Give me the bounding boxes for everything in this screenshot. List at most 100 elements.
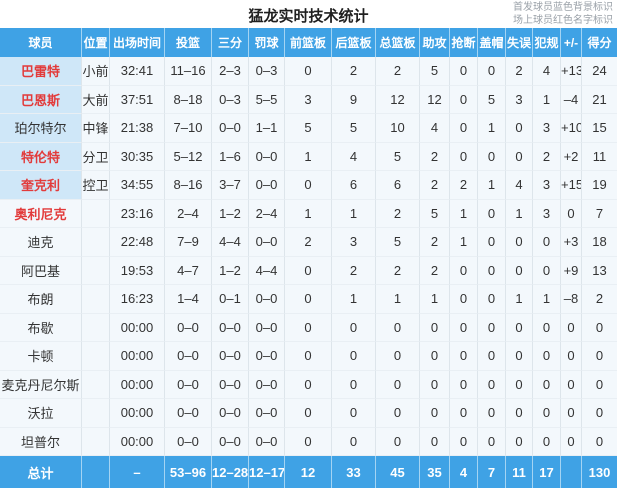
stat-cell-three: 0–0 — [212, 399, 249, 428]
stat-cell-ast: 12 — [420, 85, 450, 114]
total-stat-cell-minutes: – — [110, 456, 165, 488]
stat-cell-plus_minus: 0 — [561, 427, 582, 456]
stat-cell-ft: 0–0 — [249, 142, 285, 171]
stat-cell-blk: 0 — [478, 57, 506, 86]
stat-cell-position — [82, 370, 110, 399]
stat-cell-minutes: 00:00 — [110, 370, 165, 399]
stat-cell-three: 0–1 — [212, 285, 249, 314]
stat-cell-ft: 0–0 — [249, 228, 285, 257]
player-name-cell: 迪克 — [0, 228, 82, 257]
column-header-13: 犯规 — [533, 28, 561, 57]
player-row: 巴雷特 小前 32:41 11–16 2–3 0–3 0 2 2 5 0 0 2 4 +13 24 — [0, 57, 617, 86]
stat-cell-pts: 0 — [582, 427, 617, 456]
stat-cell-tov: 0 — [506, 427, 533, 456]
player-row: 麦克丹尼尔斯 00:00 0–0 0–0 0–0 0 0 0 0 0 0 0 0 0 0 — [0, 370, 617, 399]
player-name-cell: 巴雷特 — [0, 57, 82, 86]
stat-cell-stl: 2 — [450, 171, 478, 200]
stats-page: 猛龙实时技术统计 首发球员蓝色背景标识 场上球员红色名字标识 球员 位置 出场时间投… — [0, 0, 617, 488]
total-stat-cell-pts: 130 — [582, 456, 617, 488]
player-row: 布朗 16:23 1–4 0–1 0–0 0 1 1 1 0 0 1 1 –8 2 — [0, 285, 617, 314]
stat-cell-pts: 21 — [582, 85, 617, 114]
stat-cell-three: 0–0 — [212, 114, 249, 143]
stat-cell-position — [82, 256, 110, 285]
stat-cell-oreb: 0 — [285, 57, 332, 86]
player-name-cell: 奎克利 — [0, 171, 82, 200]
stat-cell-dreb: 0 — [332, 399, 376, 428]
stat-cell-dreb: 4 — [332, 142, 376, 171]
stat-cell-ast: 2 — [420, 171, 450, 200]
page-header: 猛龙实时技术统计 首发球员蓝色背景标识 场上球员红色名字标识 — [0, 0, 617, 28]
total-stat-cell-ft: 12–17 — [249, 456, 285, 488]
player-row: 布歇 00:00 0–0 0–0 0–0 0 0 0 0 0 0 0 0 0 0 — [0, 313, 617, 342]
stat-cell-oreb: 0 — [285, 285, 332, 314]
page-title: 猛龙实时技术统计 — [248, 8, 369, 25]
player-name-cell: 特伦特 — [0, 142, 82, 171]
stat-cell-oreb: 0 — [285, 256, 332, 285]
stat-cell-treb: 0 — [376, 370, 420, 399]
stat-cell-ft: 5–5 — [249, 85, 285, 114]
total-stat-cell-stl: 4 — [450, 456, 478, 488]
total-stat-cell-fg: 53–96 — [165, 456, 212, 488]
stat-cell-fg: 0–0 — [165, 313, 212, 342]
stat-cell-position — [82, 285, 110, 314]
total-stat-cell-blk: 7 — [478, 456, 506, 488]
stat-cell-ft: 0–0 — [249, 285, 285, 314]
stat-cell-position: 大前 — [82, 85, 110, 114]
stat-cell-ast: 5 — [420, 199, 450, 228]
stat-cell-ast: 0 — [420, 313, 450, 342]
stat-cell-oreb: 1 — [285, 199, 332, 228]
total-stat-cell-oreb: 12 — [285, 456, 332, 488]
stat-cell-oreb: 0 — [285, 171, 332, 200]
stat-cell-fg: 11–16 — [165, 57, 212, 86]
stat-cell-blk: 0 — [478, 427, 506, 456]
column-header-1: 位置 — [82, 28, 110, 57]
stat-cell-plus_minus: +13 — [561, 57, 582, 86]
stat-cell-tov: 0 — [506, 313, 533, 342]
stat-cell-pf: 3 — [533, 199, 561, 228]
player-row: 巴恩斯 大前 37:51 8–18 0–3 5–5 3 9 12 12 0 5 3 1 –4 21 — [0, 85, 617, 114]
stat-cell-treb: 2 — [376, 199, 420, 228]
stat-cell-fg: 0–0 — [165, 399, 212, 428]
stat-cell-ft: 2–4 — [249, 199, 285, 228]
stat-cell-three: 4–4 — [212, 228, 249, 257]
stat-cell-tov: 0 — [506, 228, 533, 257]
stat-cell-dreb: 0 — [332, 313, 376, 342]
player-name-cell: 卡顿 — [0, 342, 82, 371]
total-stat-cell-position — [82, 456, 110, 488]
column-header-6: 前篮板 — [285, 28, 332, 57]
stat-cell-tov: 0 — [506, 399, 533, 428]
stat-cell-treb: 1 — [376, 285, 420, 314]
stat-cell-three: 3–7 — [212, 171, 249, 200]
stat-cell-dreb: 5 — [332, 114, 376, 143]
stat-cell-position — [82, 228, 110, 257]
player-name-cell: 布歇 — [0, 313, 82, 342]
stat-cell-ast: 2 — [420, 142, 450, 171]
player-name-cell: 珀尔特尔 — [0, 114, 82, 143]
player-name-cell: 巴恩斯 — [0, 85, 82, 114]
stat-cell-minutes: 30:35 — [110, 142, 165, 171]
stat-cell-three: 1–2 — [212, 256, 249, 285]
table-body: 巴雷特 小前 32:41 11–16 2–3 0–3 0 2 2 5 0 0 2 4 +13 24 巴恩斯 大前 3… — [0, 57, 617, 456]
stat-cell-minutes: 19:53 — [110, 256, 165, 285]
stat-cell-tov: 0 — [506, 142, 533, 171]
stat-cell-position: 分卫 — [82, 142, 110, 171]
stat-cell-plus_minus: +2 — [561, 142, 582, 171]
stat-cell-blk: 0 — [478, 285, 506, 314]
total-stat-cell-tov: 11 — [506, 456, 533, 488]
stat-cell-pts: 18 — [582, 228, 617, 257]
stat-cell-stl: 1 — [450, 199, 478, 228]
stat-cell-blk: 0 — [478, 313, 506, 342]
stat-cell-ft: 0–0 — [249, 313, 285, 342]
legend-starters-note: 首发球员蓝色背景标识 — [513, 2, 613, 13]
player-row: 阿巴基 19:53 4–7 1–2 4–4 0 2 2 2 0 0 0 0 +9 13 — [0, 256, 617, 285]
stat-cell-dreb: 1 — [332, 199, 376, 228]
stat-cell-oreb: 0 — [285, 427, 332, 456]
stat-cell-position — [82, 313, 110, 342]
stat-cell-plus_minus: +10 — [561, 114, 582, 143]
stat-cell-position — [82, 199, 110, 228]
stat-cell-pts: 7 — [582, 199, 617, 228]
table-total-row: 总计 –53–96 12–28 12–17 12 33 45 35 4 7 11 17 130 — [0, 456, 617, 488]
stat-cell-pts: 19 — [582, 171, 617, 200]
stat-cell-blk: 1 — [478, 114, 506, 143]
stat-cell-oreb: 2 — [285, 228, 332, 257]
